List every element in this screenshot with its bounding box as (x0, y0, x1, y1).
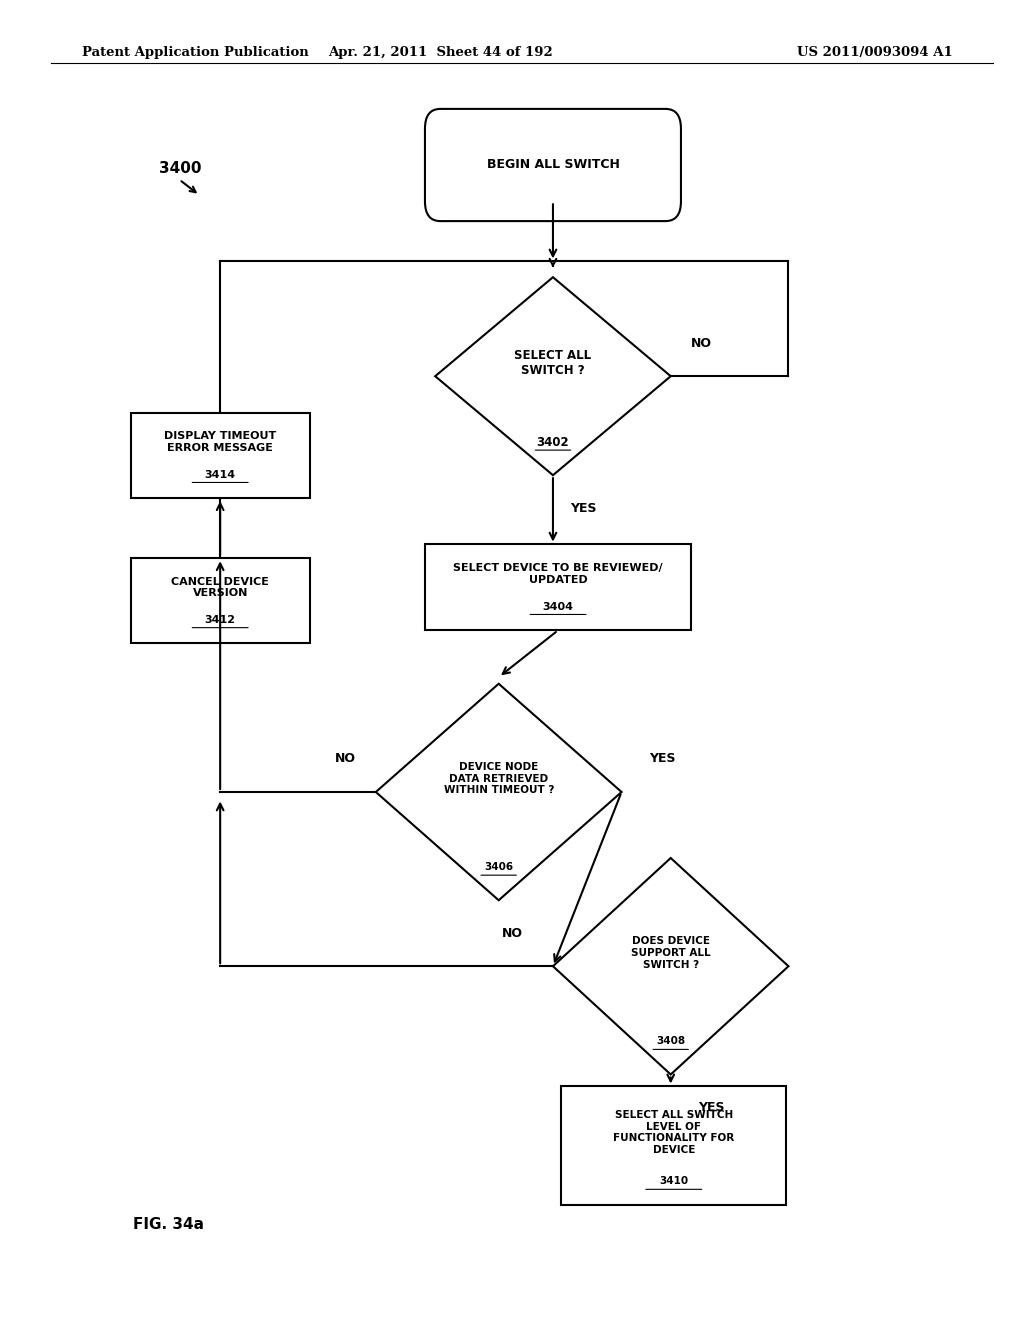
Text: DOES DEVICE
SUPPORT ALL
SWITCH ?: DOES DEVICE SUPPORT ALL SWITCH ? (631, 936, 711, 970)
Text: SELECT ALL
SWITCH ?: SELECT ALL SWITCH ? (514, 348, 592, 378)
Text: SELECT ALL SWITCH
LEVEL OF
FUNCTIONALITY FOR
DEVICE: SELECT ALL SWITCH LEVEL OF FUNCTIONALITY… (613, 1110, 734, 1155)
Text: SELECT DEVICE TO BE REVIEWED/
UPDATED: SELECT DEVICE TO BE REVIEWED/ UPDATED (454, 564, 663, 585)
Text: 3410: 3410 (659, 1176, 688, 1187)
Text: US 2011/0093094 A1: US 2011/0093094 A1 (797, 46, 952, 59)
Polygon shape (376, 684, 622, 900)
Polygon shape (553, 858, 788, 1074)
Text: BEGIN ALL SWITCH: BEGIN ALL SWITCH (486, 158, 620, 172)
Text: Apr. 21, 2011  Sheet 44 of 192: Apr. 21, 2011 Sheet 44 of 192 (328, 46, 553, 59)
FancyBboxPatch shape (131, 557, 309, 643)
Text: YES: YES (649, 752, 676, 766)
Text: NO: NO (691, 337, 712, 350)
Text: YES: YES (570, 502, 597, 515)
FancyBboxPatch shape (131, 412, 309, 498)
Text: 3404: 3404 (543, 602, 573, 611)
Text: Patent Application Publication: Patent Application Publication (82, 46, 308, 59)
Text: 3400: 3400 (159, 161, 202, 177)
FancyBboxPatch shape (425, 544, 691, 630)
FancyBboxPatch shape (425, 110, 681, 220)
Text: YES: YES (698, 1101, 725, 1114)
Polygon shape (435, 277, 671, 475)
Text: 3412: 3412 (205, 615, 236, 624)
Text: CANCEL DEVICE
VERSION: CANCEL DEVICE VERSION (171, 577, 269, 598)
Text: 3408: 3408 (656, 1036, 685, 1047)
Text: 3406: 3406 (484, 862, 513, 873)
FancyBboxPatch shape (561, 1086, 786, 1205)
Text: NO: NO (502, 927, 522, 940)
Text: NO: NO (335, 752, 355, 766)
Text: FIG. 34a: FIG. 34a (133, 1217, 204, 1233)
Text: 3414: 3414 (205, 470, 236, 479)
Text: DISPLAY TIMEOUT
ERROR MESSAGE: DISPLAY TIMEOUT ERROR MESSAGE (164, 432, 276, 453)
Text: DEVICE NODE
DATA RETRIEVED
WITHIN TIMEOUT ?: DEVICE NODE DATA RETRIEVED WITHIN TIMEOU… (443, 762, 554, 796)
Text: 3402: 3402 (537, 436, 569, 449)
